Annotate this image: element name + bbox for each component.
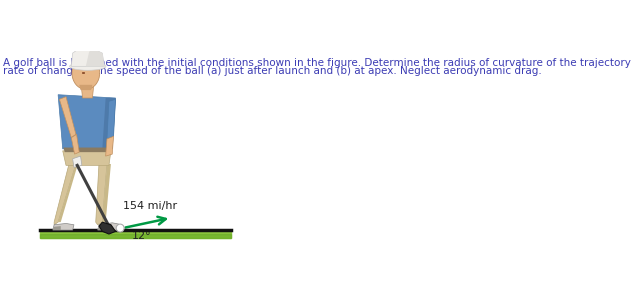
- Polygon shape: [63, 147, 112, 152]
- Polygon shape: [102, 164, 111, 222]
- Polygon shape: [59, 97, 76, 138]
- Text: 154 mi/hr: 154 mi/hr: [123, 201, 177, 211]
- Polygon shape: [102, 98, 115, 149]
- Circle shape: [116, 224, 124, 232]
- Polygon shape: [96, 163, 107, 225]
- Bar: [40, 234, 231, 238]
- Ellipse shape: [69, 62, 106, 70]
- Polygon shape: [105, 136, 114, 156]
- Polygon shape: [53, 223, 74, 230]
- Polygon shape: [54, 163, 76, 225]
- Polygon shape: [98, 226, 105, 230]
- Polygon shape: [71, 48, 104, 66]
- Polygon shape: [81, 85, 94, 98]
- Polygon shape: [58, 95, 115, 149]
- Polygon shape: [53, 226, 61, 230]
- Polygon shape: [73, 156, 82, 167]
- Ellipse shape: [72, 56, 100, 89]
- Polygon shape: [80, 85, 92, 90]
- Polygon shape: [58, 164, 78, 222]
- Polygon shape: [71, 134, 80, 154]
- Polygon shape: [62, 151, 111, 165]
- Text: A golf ball is launched with the initial conditions shown in the figure. Determi: A golf ball is launched with the initial…: [3, 58, 631, 68]
- Bar: [40, 230, 231, 238]
- Text: rate of change of the speed of the ball (a) just after launch and (b) at apex. N: rate of change of the speed of the ball …: [3, 66, 542, 76]
- Polygon shape: [86, 48, 104, 66]
- Polygon shape: [99, 222, 115, 234]
- Polygon shape: [107, 99, 115, 139]
- Text: 12°: 12°: [132, 231, 151, 241]
- Polygon shape: [98, 223, 119, 230]
